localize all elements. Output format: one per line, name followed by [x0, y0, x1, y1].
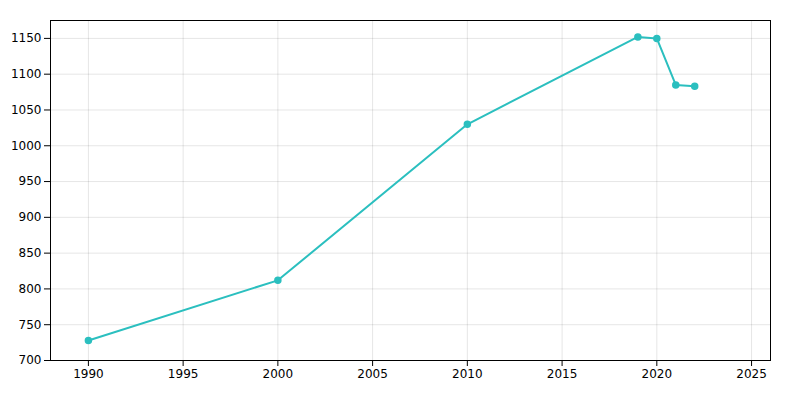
svg-text:2000: 2000: [263, 367, 294, 381]
svg-text:1995: 1995: [168, 367, 199, 381]
svg-text:2025: 2025: [736, 367, 767, 381]
svg-text:2005: 2005: [357, 367, 388, 381]
svg-text:1150: 1150: [11, 31, 42, 45]
svg-text:900: 900: [19, 210, 42, 224]
svg-text:2015: 2015: [547, 367, 578, 381]
svg-text:1050: 1050: [11, 103, 42, 117]
svg-text:2010: 2010: [452, 367, 483, 381]
svg-text:1000: 1000: [11, 139, 42, 153]
svg-text:1990: 1990: [73, 367, 104, 381]
svg-text:700: 700: [19, 353, 42, 367]
svg-text:850: 850: [19, 246, 42, 260]
svg-text:950: 950: [19, 174, 42, 188]
svg-text:1100: 1100: [11, 67, 42, 81]
svg-text:800: 800: [19, 282, 42, 296]
svg-text:2020: 2020: [642, 367, 673, 381]
svg-text:750: 750: [19, 318, 42, 332]
